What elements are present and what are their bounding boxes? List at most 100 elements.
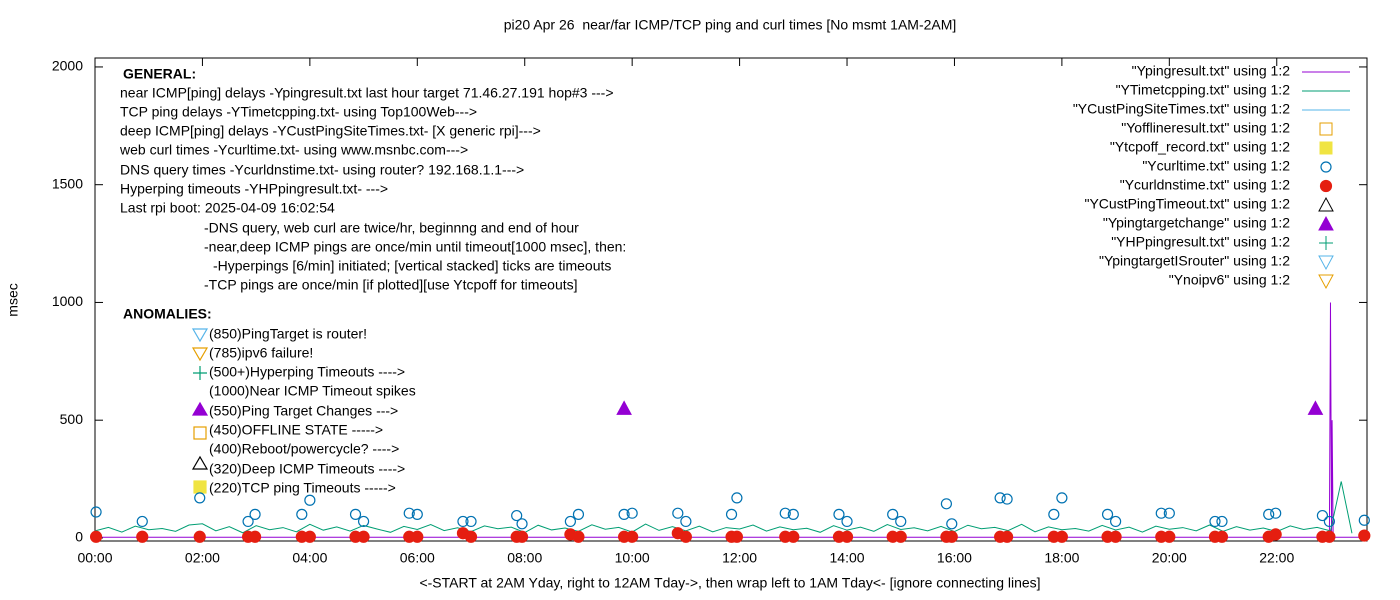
data-point — [1155, 507, 1167, 519]
data-point — [626, 507, 638, 519]
data-point — [1163, 530, 1176, 543]
data-point — [515, 530, 529, 543]
annotation: Hyperping timeouts -YHPpingresult.txt- -… — [120, 181, 388, 197]
data-point — [516, 518, 528, 530]
x-axis-label: <-START at 2AM Yday, right to 12AM Tday-… — [419, 575, 1040, 591]
data-point — [1101, 508, 1114, 520]
data-point — [787, 508, 799, 520]
data-point — [945, 530, 958, 543]
data-point — [1358, 529, 1371, 542]
y-tick-label: 500 — [60, 411, 84, 427]
data-point — [90, 506, 102, 518]
annotation: -near,deep ICMP pings are once/min until… — [204, 239, 626, 255]
x-tick-label: 16:00 — [937, 550, 972, 566]
data-point — [89, 530, 103, 543]
legend-marker — [1319, 236, 1333, 250]
annotation: -DNS query, web curl are twice/hr, begin… — [204, 220, 579, 236]
annotation: Last rpi boot: 2025-04-09 16:02:54 — [120, 200, 335, 216]
data-point — [840, 530, 854, 543]
annotation: (850)PingTarget is router! — [209, 326, 367, 342]
x-tick-label: 12:00 — [722, 550, 757, 566]
x-tick-label: 18:00 — [1044, 550, 1079, 566]
data-point — [994, 492, 1006, 504]
annotation: web curl times -Ycurltime.txt- using www… — [119, 142, 468, 158]
data-point — [464, 530, 478, 543]
data-point — [1316, 509, 1329, 522]
x-tick-label: 04:00 — [292, 550, 327, 566]
data-point — [564, 515, 576, 528]
annotation: (550)Ping Target Changes ---> — [209, 403, 398, 419]
data-point — [1307, 400, 1324, 415]
annotation: GENERAL: — [123, 66, 196, 82]
y-tick-label: 1000 — [52, 293, 83, 309]
data-point — [680, 515, 692, 528]
data-point — [296, 508, 308, 520]
data-point — [403, 507, 415, 519]
y-tick-label: 2000 — [52, 58, 83, 74]
data-point — [1209, 515, 1221, 528]
data-point — [411, 508, 423, 520]
x-tick-label: 14:00 — [830, 550, 865, 566]
data-point — [616, 400, 632, 415]
legend-label: "Ycurltime.txt" using 1:2 — [1142, 158, 1290, 174]
data-point — [1055, 530, 1068, 543]
data-point — [136, 530, 149, 543]
data-point — [136, 515, 148, 528]
legend-marker — [1319, 141, 1333, 155]
data-point — [841, 515, 853, 528]
data-point — [946, 518, 958, 530]
data-point — [1323, 530, 1336, 543]
legend-label: "YpingtargetISrouter" using 1:2 — [1099, 253, 1290, 269]
legend-label: "Ypingresult.txt" using 1:2 — [1132, 63, 1291, 79]
data-point — [357, 515, 370, 528]
data-point — [787, 530, 800, 543]
annotation: -TCP pings are once/min [if plotted][use… — [204, 277, 578, 293]
data-point — [779, 507, 791, 519]
data-point — [1263, 508, 1275, 520]
annotation: (500+)Hyperping Timeouts ----> — [209, 364, 405, 380]
data-point — [1001, 530, 1014, 543]
annotation: ANOMALIES: — [123, 306, 212, 322]
data-point — [1323, 515, 1335, 528]
data-point — [1163, 507, 1175, 519]
x-tick-label: 06:00 — [400, 550, 435, 566]
y-tick-label: 1500 — [52, 175, 83, 191]
data-point — [242, 515, 254, 528]
y-tick-label: 0 — [75, 529, 83, 545]
annotation: TCP ping delays -YTimetcpping.txt- using… — [120, 104, 477, 120]
data-point — [1270, 507, 1282, 519]
annotation-icons — [191, 328, 209, 494]
legend-label: "Ytcpoff_record.txt" using 1:2 — [1110, 139, 1290, 155]
data-point — [303, 530, 316, 543]
annotation: deep ICMP[ping] delays -YCustPingSiteTim… — [120, 123, 541, 139]
data-point — [1358, 514, 1370, 526]
data-point — [672, 507, 684, 519]
data-point — [1001, 493, 1013, 505]
data-point — [572, 508, 585, 520]
data-point — [626, 530, 639, 543]
legend-label: "Yofflineresult.txt" using 1:2 — [1121, 120, 1290, 136]
x-tick-label: 08:00 — [507, 550, 542, 566]
chart-title: pi20 Apr 26 near/far ICMP/TCP ping and c… — [504, 17, 957, 33]
data-point — [357, 530, 370, 543]
data-point — [304, 494, 316, 506]
data-point — [887, 508, 899, 520]
annotation: (450)OFFLINE STATE -----> — [209, 422, 383, 438]
annotation: near ICMP[ping] delays -Ypingresult.txt … — [120, 85, 614, 101]
legend-label: "YCustPingTimeout.txt" using 1:2 — [1084, 196, 1290, 212]
data-point — [618, 508, 630, 520]
data-point — [457, 515, 469, 528]
legend-marker — [1318, 196, 1334, 212]
data-point — [679, 530, 692, 543]
data-point — [895, 515, 907, 528]
legend-label: "YCustPingSiteTimes.txt" using 1:2 — [1073, 101, 1290, 117]
legend-label: "YHPpingresult.txt" using 1:2 — [1111, 234, 1290, 250]
data-point — [465, 515, 477, 528]
annotation: (785)ipv6 failure! — [209, 345, 313, 361]
data-point — [349, 508, 362, 520]
data-point — [1216, 515, 1228, 528]
data-point — [894, 530, 907, 543]
data-point — [572, 530, 585, 543]
data-point — [833, 508, 845, 520]
